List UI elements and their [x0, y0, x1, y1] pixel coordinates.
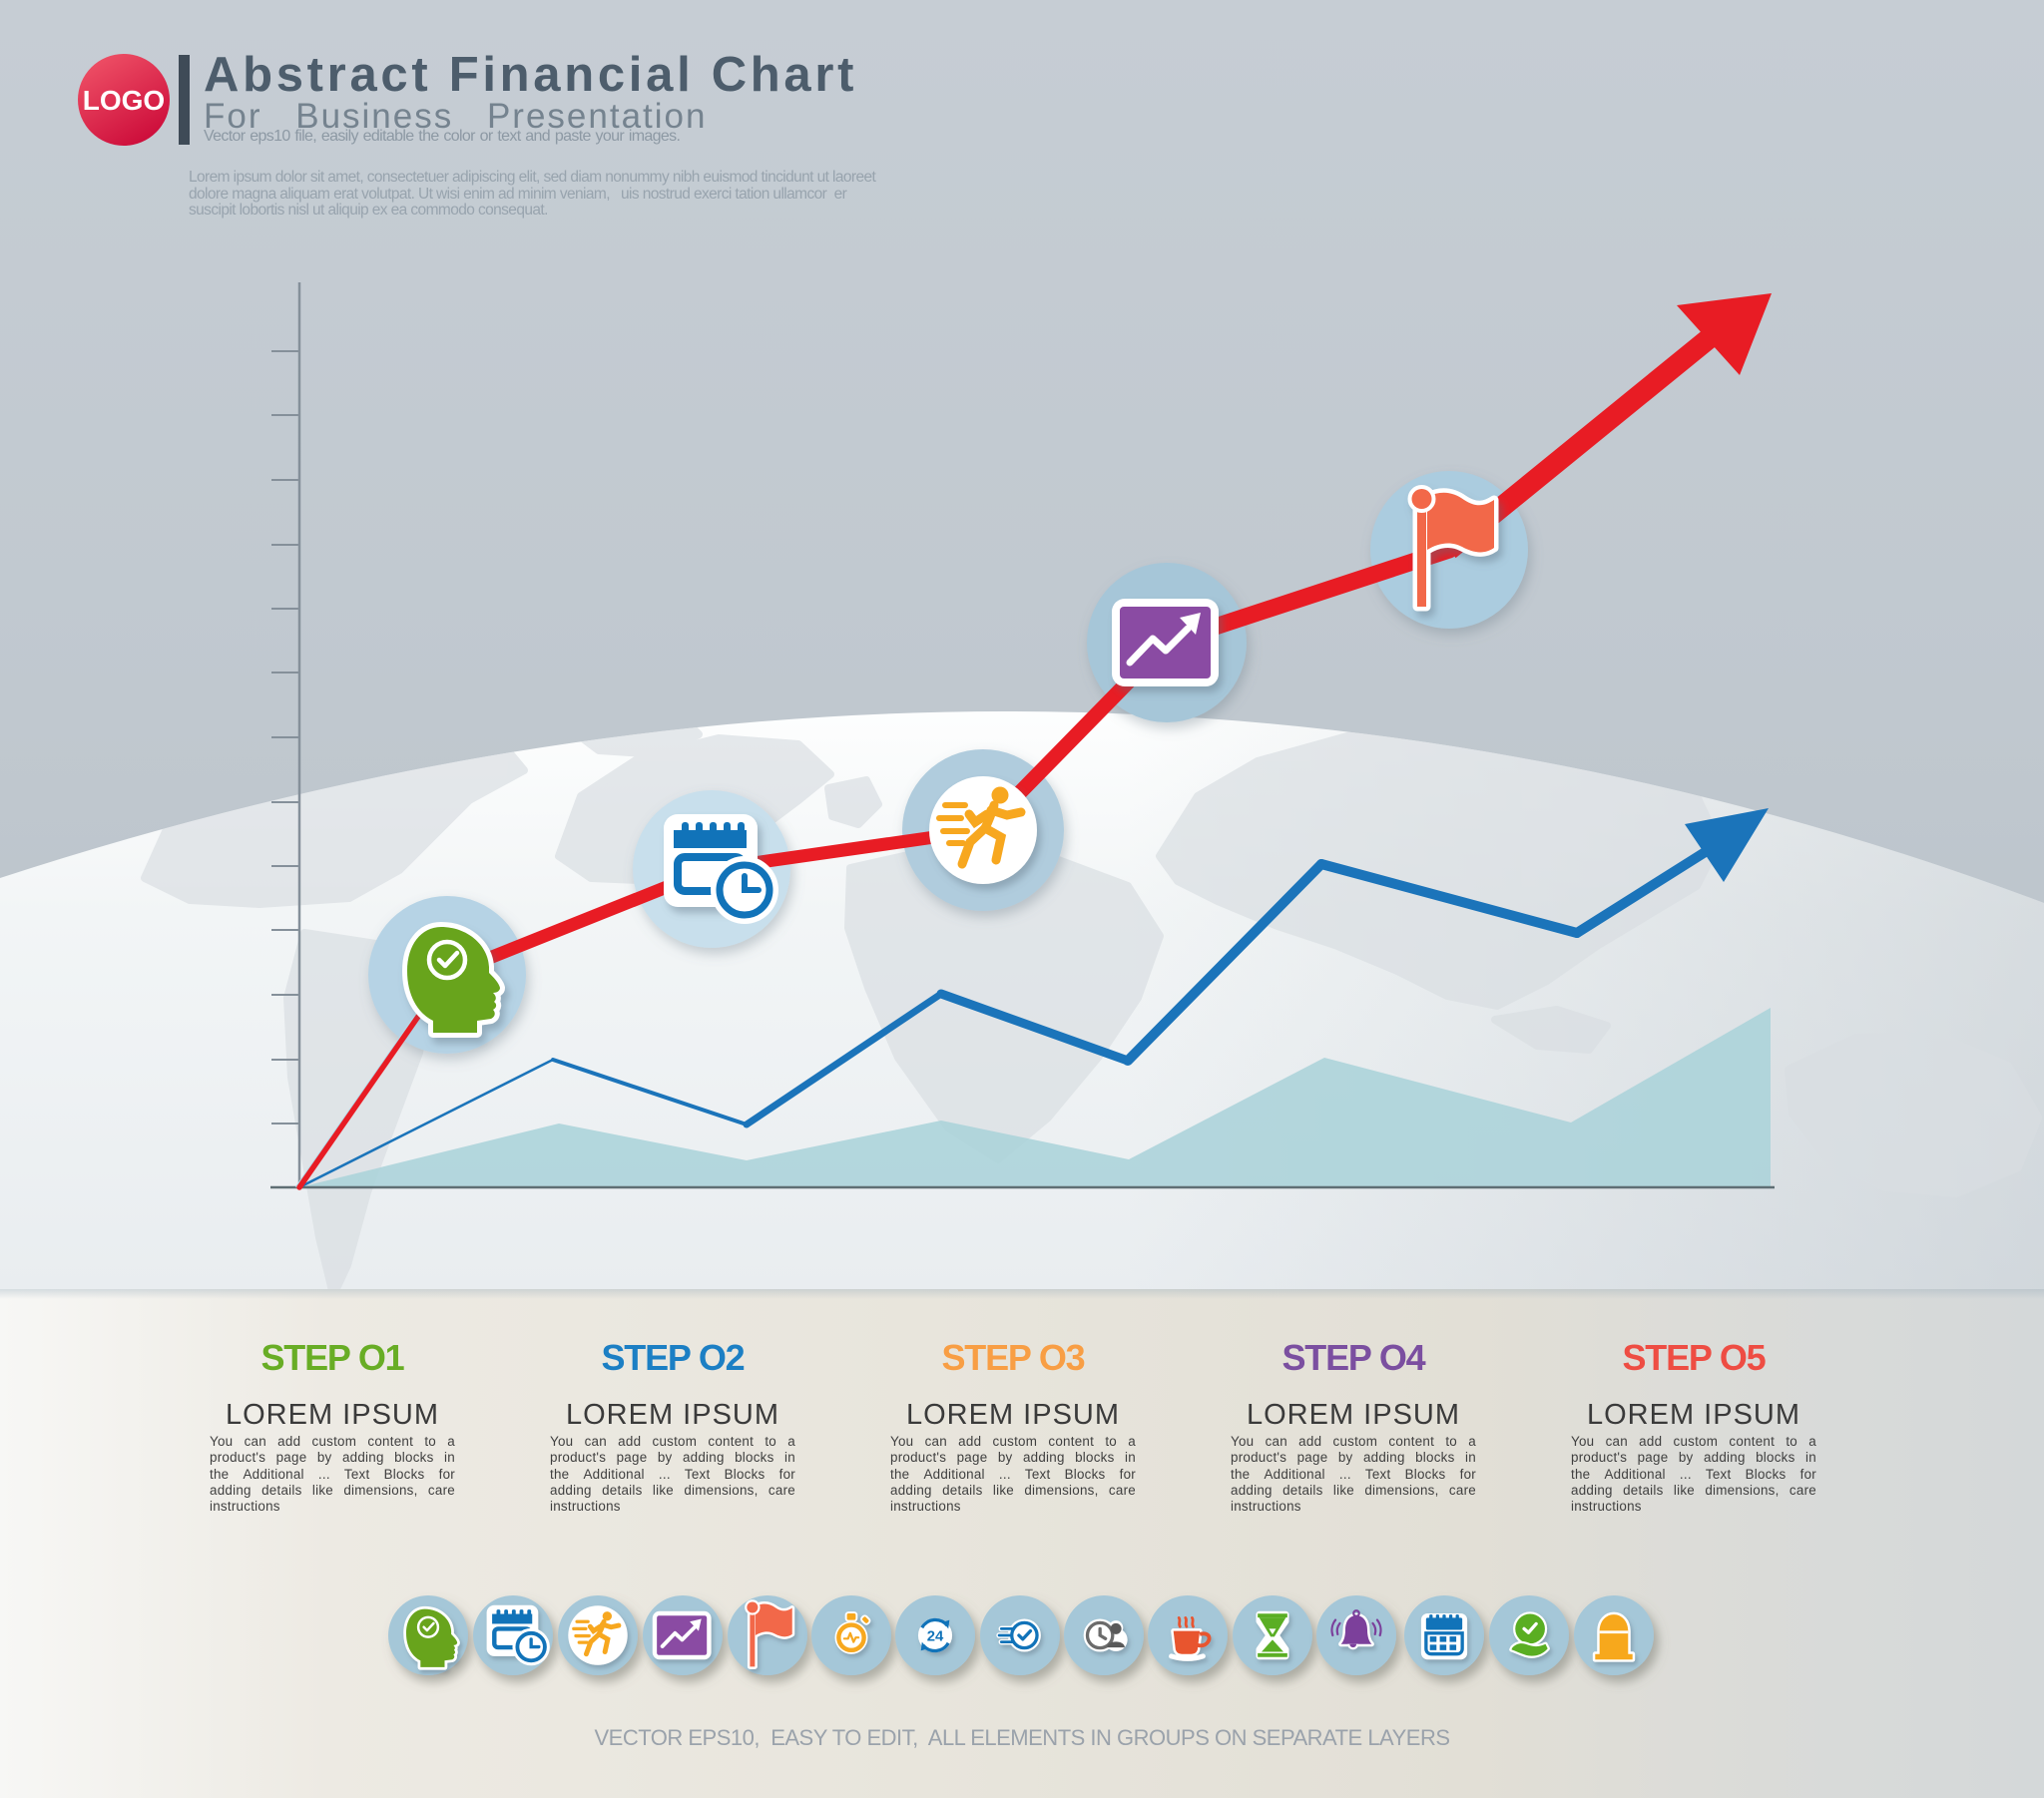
svg-text:LOGO: LOGO [83, 85, 165, 116]
